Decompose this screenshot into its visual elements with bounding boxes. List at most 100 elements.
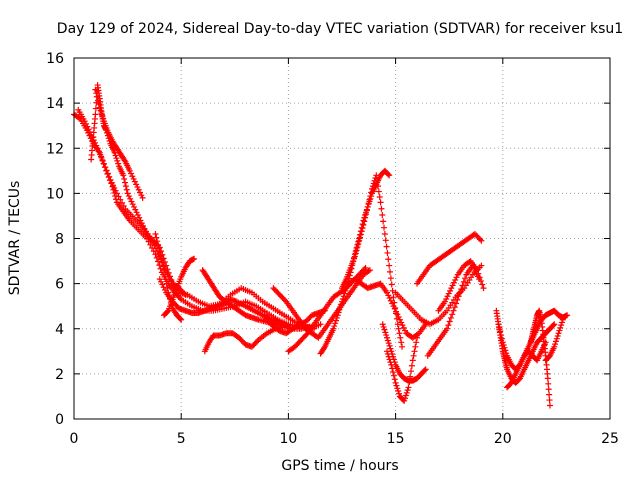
data-point (544, 375, 551, 382)
data-point (155, 241, 162, 248)
data-point (552, 341, 559, 348)
data-point (445, 322, 452, 329)
data-point (129, 201, 136, 208)
data-point (332, 320, 339, 327)
data-point (155, 258, 162, 265)
data-point (378, 205, 385, 212)
data-point (450, 307, 457, 314)
data-point (374, 177, 381, 184)
data-point (381, 230, 388, 237)
data-point (388, 361, 395, 368)
data-point (341, 290, 348, 297)
y-tick-label: 2 (55, 367, 64, 383)
data-point (387, 275, 394, 282)
data-point (110, 182, 117, 189)
series-track-18 (392, 262, 485, 328)
data-point (381, 326, 388, 333)
data-point (444, 293, 451, 300)
data-point (124, 190, 131, 197)
data-point (337, 304, 344, 311)
y-tick-label: 8 (55, 232, 64, 248)
data-point (127, 195, 134, 202)
data-point (111, 184, 118, 191)
data-point (331, 323, 338, 330)
data-point (546, 391, 553, 398)
data-point (387, 345, 394, 352)
x-tick-label: 5 (177, 431, 186, 447)
data-point (140, 222, 147, 229)
data-point (400, 324, 407, 331)
data-point (85, 126, 92, 133)
data-point (162, 276, 169, 283)
y-tick-labels: 0 2 4 6 8 10 12 14 16 (46, 51, 64, 428)
data-point (391, 376, 398, 383)
data-point (357, 234, 364, 241)
data-point (444, 325, 451, 332)
data-point (303, 331, 310, 338)
data-point (405, 384, 412, 391)
data-point (369, 185, 376, 192)
data-point (138, 192, 145, 199)
data-point (138, 220, 145, 227)
data-point (152, 230, 159, 237)
data-point (402, 392, 409, 399)
data-point (320, 345, 327, 352)
series-track-15 (345, 276, 429, 341)
data-point (459, 282, 466, 289)
x-tick-label: 10 (279, 431, 297, 447)
data-point (92, 86, 99, 93)
data-point (553, 335, 560, 342)
y-tick-label: 16 (46, 51, 64, 67)
data-point (383, 332, 390, 339)
data-point (76, 115, 83, 122)
data-point (546, 397, 553, 404)
data-point (414, 334, 421, 341)
data-point (500, 341, 507, 348)
data-point (128, 170, 135, 177)
data-point (385, 171, 392, 178)
data-point (113, 155, 120, 162)
data-point (128, 198, 135, 205)
data-point (501, 344, 508, 351)
x-tick-label: 15 (387, 431, 405, 447)
data-point (394, 385, 401, 392)
data-point (387, 359, 394, 366)
data-point (351, 253, 358, 260)
data-point (380, 323, 387, 330)
data-point (131, 178, 138, 185)
data-point (389, 365, 396, 372)
data-point (101, 161, 108, 168)
data-point (141, 225, 148, 232)
data-point (453, 274, 460, 281)
data-point (498, 332, 505, 339)
data-point (366, 267, 373, 274)
data-point (390, 372, 397, 379)
data-point (84, 123, 91, 130)
data-point (412, 343, 419, 350)
data-point (450, 279, 457, 286)
data-point (386, 295, 393, 302)
data-point (98, 110, 105, 117)
data-point (357, 231, 364, 238)
data-point (139, 194, 146, 201)
data-point (391, 305, 398, 312)
data-point (496, 324, 503, 331)
data-point (390, 303, 397, 310)
data-point (361, 218, 368, 225)
data-point (558, 319, 565, 326)
data-point (115, 193, 122, 200)
data-point (546, 402, 553, 409)
data-point (479, 281, 486, 288)
data-point (368, 189, 375, 196)
x-tick-labels: 0 5 10 15 20 25 (70, 431, 619, 447)
data-point (559, 316, 566, 323)
data-point (157, 252, 164, 259)
data-point (456, 289, 463, 296)
data-point (446, 318, 453, 325)
data-point (398, 319, 405, 326)
data-point (113, 190, 120, 197)
data-point (81, 118, 88, 125)
series-track-17 (384, 334, 421, 404)
data-point (556, 327, 563, 334)
